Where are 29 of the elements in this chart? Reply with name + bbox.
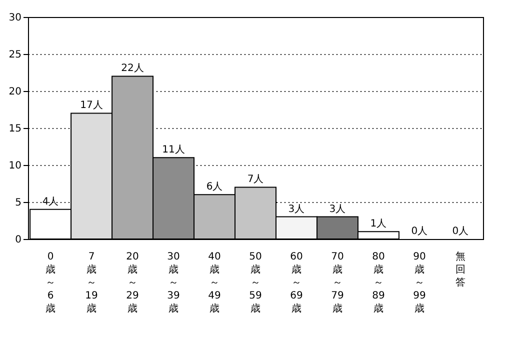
x-tick-label: 0歳～6歳 [46,252,56,314]
data-label: 0人 [411,226,428,237]
data-label: 6人 [206,182,223,193]
x-tick-label: 60歳～69歳 [290,252,303,314]
x-tick-label: 90歳～99歳 [413,252,426,314]
y-tick-label: 5 [15,198,22,208]
data-label: 1人 [370,218,387,230]
data-label: 0人 [452,226,469,237]
x-tick-label: 50歳～59歳 [249,252,262,314]
data-label: 3人 [329,204,346,215]
y-tick-label: 10 [8,160,22,172]
x-tick-label: 40歳～49歳 [208,252,221,314]
data-label: 22人 [121,63,144,74]
y-tick-label: 0 [15,234,22,246]
x-tick-label: 30歳～39歳 [167,252,180,314]
y-tick-label: 20 [8,86,22,98]
y-tick-label: 30 [8,12,22,24]
y-tick-label: 15 [8,124,22,134]
data-label: 11人 [162,144,185,156]
y-tick-label: 25 [8,50,22,60]
data-label: 17人 [80,100,103,112]
x-tick-label: 無回答 [455,250,466,288]
x-tick-label: 70歳～79歳 [331,252,344,314]
x-tick-label: 7歳～19歳 [85,252,98,314]
x-tick-label: 80歳～89歳 [372,252,385,314]
data-label: 7人 [247,174,264,186]
data-label: 4人 [42,196,59,208]
data-label: 3人 [288,204,305,215]
x-tick-label: 20歳～29歳 [126,252,139,314]
